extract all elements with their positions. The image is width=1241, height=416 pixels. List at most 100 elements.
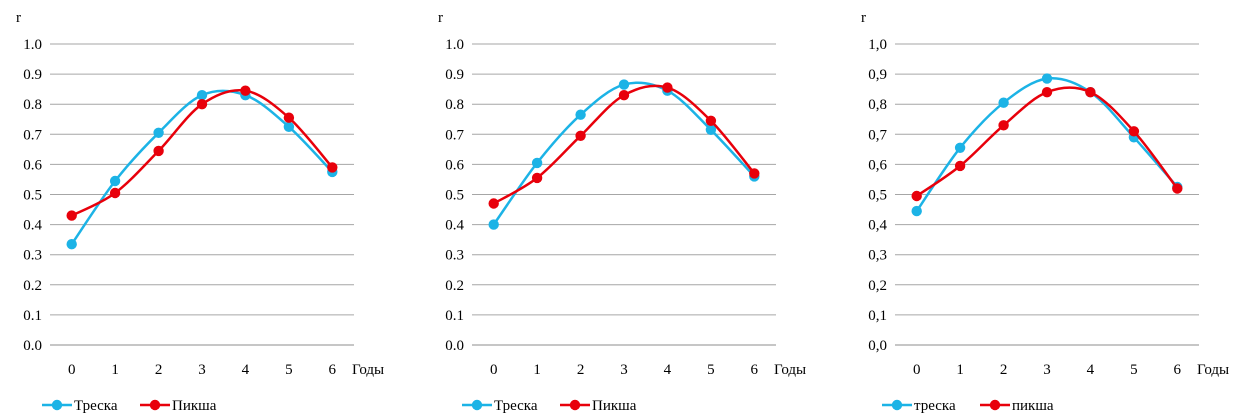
data-point	[327, 162, 338, 173]
legend: треска пикша	[882, 398, 1054, 414]
y-tick-label: 0.9	[445, 67, 464, 83]
data-point	[1085, 87, 1096, 98]
x-tick-label: 6	[751, 362, 759, 378]
y-tick-label: 0.0	[445, 338, 464, 354]
series-1	[488, 79, 760, 230]
x-tick-label: 2	[1000, 362, 1008, 378]
data-point	[998, 120, 1009, 131]
y-axis-label: r	[861, 10, 866, 26]
x-tick-label: 0	[490, 362, 498, 378]
data-point	[1128, 126, 1140, 137]
data-point	[109, 175, 121, 187]
y-tick-label: 0.0	[23, 338, 42, 354]
legend-marker	[471, 399, 483, 411]
y-tick-label: 0,6	[868, 157, 887, 173]
legend-label: Пикша	[592, 398, 637, 414]
y-tick-label: 0.5	[23, 188, 42, 204]
y-tick-label: 1.0	[445, 37, 464, 53]
y-tick-label: 0.1	[23, 308, 42, 324]
y-tick-label: 1.0	[23, 37, 42, 53]
legend: Треска Пикша	[42, 398, 217, 414]
x-tick-label: 5	[285, 362, 293, 378]
x-axis-label: Годы	[774, 362, 806, 378]
legend-label: Треска	[74, 398, 118, 414]
data-point	[531, 157, 543, 169]
data-point	[618, 79, 630, 90]
x-tick-label: 1	[956, 362, 964, 378]
data-point	[998, 97, 1009, 108]
y-tick-label: 0,2	[868, 278, 887, 294]
y-tick-label: 0,0	[868, 338, 887, 354]
legend-marker	[569, 399, 581, 411]
y-tick-label: 0.8	[23, 97, 42, 113]
data-point	[1172, 183, 1183, 194]
y-tick-label: 0.2	[23, 278, 42, 294]
x-tick-label: 6	[329, 362, 337, 378]
x-tick-label: 3	[1043, 362, 1051, 378]
data-point	[575, 130, 586, 141]
data-point	[240, 85, 251, 96]
chart-2: 0.0 0.1 0.2 0.3 0.4 0.5 0.6 0.7 0.8 0.9 1.0r 0 1 2 3 4 5…	[438, 10, 806, 414]
legend-label: треска	[914, 398, 956, 414]
x-tick-label: 0	[68, 362, 76, 378]
y-tick-label: 0.5	[445, 188, 464, 204]
y-tick-label: 0,1	[868, 308, 887, 324]
data-point	[283, 121, 295, 132]
y-tick-label: 0.2	[445, 278, 464, 294]
chart-1: 0.0 0.1 0.2 0.3 0.4 0.5 0.6 0.7 0.8 0.9 1.0r 0 1 2 3 4 5…	[16, 10, 384, 414]
x-tick-label: 4	[242, 362, 250, 378]
data-point	[488, 198, 499, 209]
data-point	[954, 142, 966, 153]
y-tick-label: 0.3	[445, 248, 464, 264]
data-point	[109, 187, 121, 199]
y-tick-label: 1,0	[868, 37, 887, 53]
y-tick-label: 0,8	[868, 97, 887, 113]
x-tick-label: 6	[1174, 362, 1182, 378]
series-line	[493, 84, 756, 205]
data-point	[705, 115, 717, 127]
series-2	[488, 82, 760, 209]
data-point	[196, 99, 208, 110]
legend-label: Треска	[494, 398, 538, 414]
y-tick-label: 0,9	[868, 67, 887, 83]
y-axis-label: r	[438, 10, 443, 26]
y-tick-label: 0,4	[868, 218, 887, 234]
series-2	[911, 86, 1183, 202]
series-line	[70, 89, 334, 245]
legend-marker	[989, 399, 1001, 411]
x-tick-label: 3	[620, 362, 628, 378]
data-point	[66, 210, 77, 221]
data-point	[66, 239, 77, 250]
x-tick-label: 4	[1087, 362, 1095, 378]
y-tick-label: 0.7	[445, 127, 464, 143]
series-2	[66, 85, 338, 221]
data-point	[1041, 73, 1053, 84]
y-tick-label: 0.1	[445, 308, 464, 324]
y-tick-label: 0.6	[23, 157, 42, 173]
x-tick-label: 1	[111, 362, 119, 378]
y-tick-label: 0,3	[868, 248, 887, 264]
data-point	[531, 172, 543, 184]
x-tick-label: 4	[664, 362, 672, 378]
legend-marker	[149, 399, 161, 411]
y-tick-label: 0.4	[23, 218, 42, 234]
y-tick-label: 0.8	[445, 97, 464, 113]
y-axis-label: r	[16, 10, 21, 26]
x-tick-label: 2	[577, 362, 585, 378]
legend-label: Пикша	[172, 398, 217, 414]
legend: Треска Пикша	[462, 398, 637, 414]
x-tick-label: 5	[1130, 362, 1138, 378]
x-tick-label: 1	[533, 362, 541, 378]
legend-marker	[891, 399, 903, 411]
data-point	[283, 112, 295, 123]
x-tick-label: 0	[913, 362, 921, 378]
x-tick-label: 3	[198, 362, 206, 378]
x-tick-label: 5	[707, 362, 715, 378]
x-axis-label: Годы	[1197, 362, 1229, 378]
chart-3: 0,0 0,1 0,2 0,3 0,4 0,5 0,6 0,7 0,8 0,9 1,0r 0 1 2 3 4 5…	[861, 10, 1229, 414]
y-tick-label: 0.4	[445, 218, 464, 234]
data-point	[662, 82, 673, 93]
y-tick-label: 0.9	[23, 67, 42, 83]
data-point	[911, 205, 922, 217]
